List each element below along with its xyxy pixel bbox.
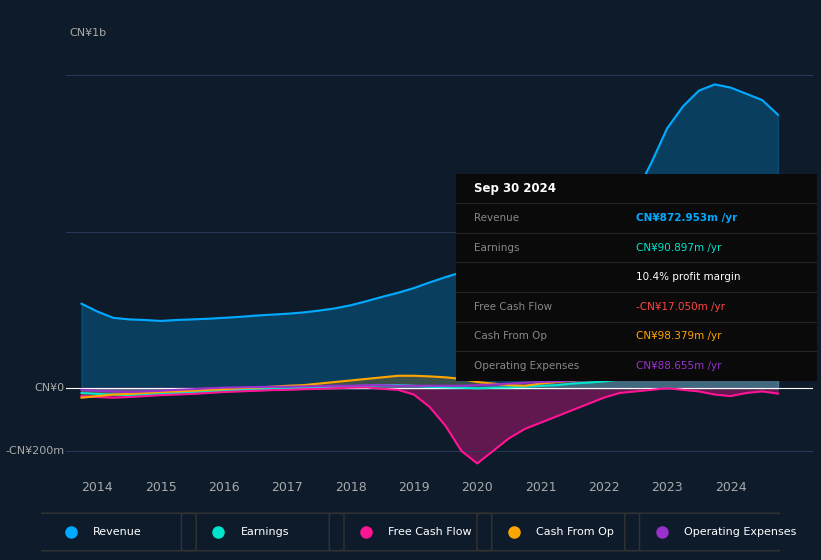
Text: CN¥90.897m /yr: CN¥90.897m /yr — [636, 242, 722, 253]
Text: Revenue: Revenue — [474, 213, 519, 223]
Text: Cash From Op: Cash From Op — [474, 332, 547, 342]
Text: Free Cash Flow: Free Cash Flow — [474, 302, 552, 312]
Text: CN¥98.379m /yr: CN¥98.379m /yr — [636, 332, 722, 342]
Text: Earnings: Earnings — [474, 242, 519, 253]
Text: CN¥0: CN¥0 — [34, 383, 64, 393]
Text: Revenue: Revenue — [93, 527, 141, 537]
Text: CN¥1b: CN¥1b — [70, 28, 107, 38]
Text: -CN¥17.050m /yr: -CN¥17.050m /yr — [636, 302, 725, 312]
Text: -CN¥200m: -CN¥200m — [5, 446, 64, 456]
Text: 10.4% profit margin: 10.4% profit margin — [636, 272, 741, 282]
Text: Sep 30 2024: Sep 30 2024 — [474, 182, 556, 195]
Text: CN¥88.655m /yr: CN¥88.655m /yr — [636, 361, 722, 371]
Text: Free Cash Flow: Free Cash Flow — [388, 527, 472, 537]
Text: Cash From Op: Cash From Op — [536, 527, 614, 537]
Text: CN¥872.953m /yr: CN¥872.953m /yr — [636, 213, 737, 223]
Text: Operating Expenses: Operating Expenses — [474, 361, 579, 371]
Text: Operating Expenses: Operating Expenses — [684, 527, 796, 537]
Text: Earnings: Earnings — [241, 527, 289, 537]
